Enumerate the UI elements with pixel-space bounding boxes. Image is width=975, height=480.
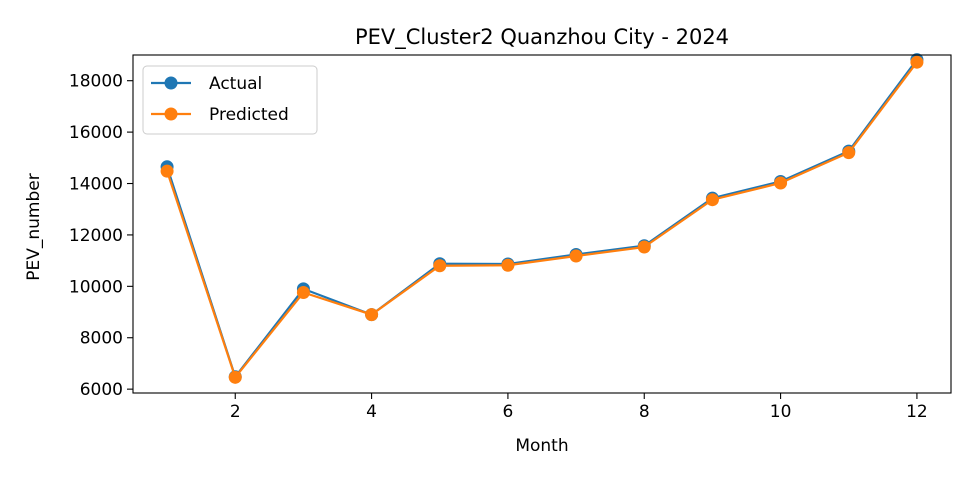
legend-marker-predicted bbox=[164, 107, 178, 121]
chart-title: PEV_Cluster2 Quanzhou City - 2024 bbox=[355, 25, 729, 50]
series-line-predicted bbox=[166, 61, 918, 380]
x-tick-label: 2 bbox=[230, 402, 241, 422]
axes-frame bbox=[132, 54, 952, 394]
data-point-predicted bbox=[705, 193, 719, 207]
data-point-predicted bbox=[569, 249, 583, 263]
y-tick-label: 10000 bbox=[69, 277, 123, 297]
data-point-predicted bbox=[296, 285, 310, 299]
data-point-predicted bbox=[228, 370, 242, 384]
data-point-predicted bbox=[637, 240, 651, 254]
legend-label-actual: Actual bbox=[209, 74, 262, 94]
x-tick-label: 10 bbox=[770, 402, 792, 422]
x-tick-label: 12 bbox=[906, 402, 928, 422]
data-point-predicted bbox=[365, 308, 379, 322]
data-point-predicted bbox=[501, 258, 515, 272]
y-tick-label: 12000 bbox=[69, 226, 123, 246]
legend-marker-actual bbox=[164, 76, 178, 90]
data-point-predicted bbox=[433, 259, 447, 273]
y-tick-label: 18000 bbox=[69, 72, 123, 92]
x-tick-label: 4 bbox=[366, 402, 377, 422]
legend: Actual Predicted bbox=[142, 65, 318, 135]
y-axis-label: PEV_number bbox=[24, 173, 44, 280]
x-tick-label: 8 bbox=[639, 402, 650, 422]
x-axis-label: Month bbox=[515, 436, 568, 456]
x-tick-label: 6 bbox=[503, 402, 514, 422]
y-tick-label: 6000 bbox=[80, 380, 123, 400]
legend-label-predicted: Predicted bbox=[209, 105, 289, 125]
data-point-predicted bbox=[160, 164, 174, 178]
data-point-predicted bbox=[774, 176, 788, 190]
data-point-predicted bbox=[842, 146, 856, 160]
axes: 2 4 6 8 10 12 6000 8000 10000 12000 14000 16000 1800… bbox=[69, 54, 952, 422]
y-tick-label: 14000 bbox=[69, 175, 123, 195]
y-tick-label: 8000 bbox=[80, 329, 123, 349]
data-point-predicted bbox=[910, 55, 924, 69]
y-tick-label: 16000 bbox=[69, 123, 123, 143]
plot-area bbox=[160, 53, 924, 384]
series-line-actual bbox=[166, 58, 918, 380]
